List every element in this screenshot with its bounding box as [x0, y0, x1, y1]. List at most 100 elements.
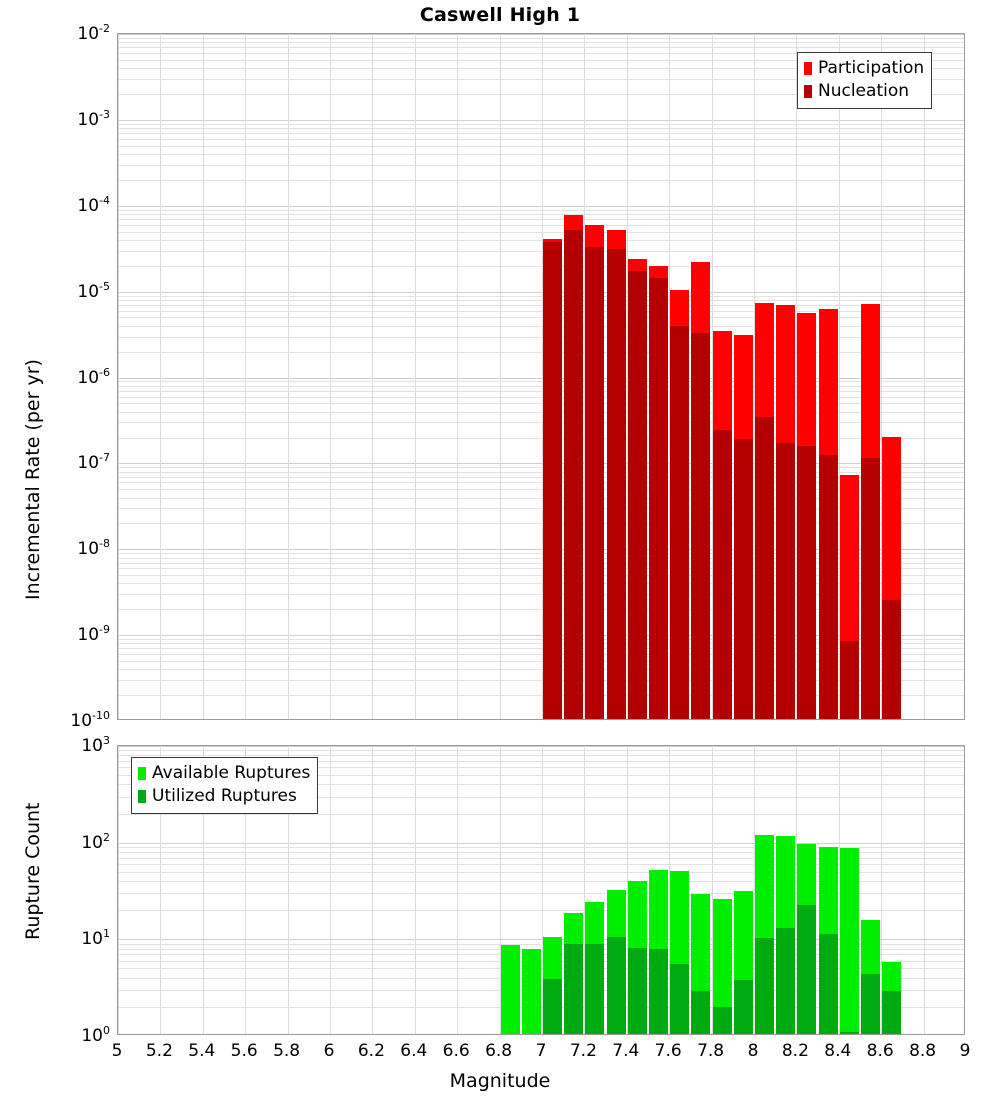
gridline-minor	[118, 326, 964, 327]
gridline-minor	[118, 438, 964, 439]
gridline-vertical	[839, 34, 840, 719]
x-axis-tick-label: 8.8	[909, 1041, 937, 1061]
gridline-vertical	[627, 746, 628, 1034]
gridline-minor	[118, 661, 964, 662]
legend-item-utilized-ruptures: Utilized Ruptures	[138, 785, 310, 808]
x-axis-tick-label: 8.4	[824, 1041, 852, 1061]
gridline-minor	[118, 814, 964, 815]
gridline-minor	[118, 910, 964, 911]
bar	[861, 974, 880, 1034]
gridline-vertical	[330, 746, 331, 1034]
gridline-vertical	[839, 746, 840, 1034]
gridline-minor	[118, 775, 964, 776]
gridline-minor	[118, 553, 964, 554]
gridline-vertical	[754, 746, 755, 1034]
gridline-minor	[118, 594, 964, 595]
gridline-minor	[118, 337, 964, 338]
y-axis-label-bottom: Rupture Count	[22, 802, 44, 941]
gridline-minor	[118, 482, 964, 483]
gridline-minor	[118, 219, 964, 220]
gridline-vertical	[796, 746, 797, 1034]
x-axis-tick-label: 6.2	[357, 1041, 385, 1061]
gridline-minor	[118, 38, 964, 39]
legend-label-utilized-ruptures: Utilized Ruptures	[152, 786, 297, 806]
gridline-minor	[118, 391, 964, 392]
gridline-minor	[118, 881, 964, 882]
x-axis-tick-label: 5.6	[230, 1041, 258, 1061]
gridline-vertical	[924, 34, 925, 719]
bar	[755, 938, 774, 1034]
bar	[840, 848, 859, 1034]
gridline-minor	[118, 761, 964, 762]
gridline-vertical	[245, 746, 246, 1034]
bar	[734, 439, 753, 719]
bar	[628, 271, 647, 719]
bar	[819, 455, 838, 719]
gridline-minor	[118, 523, 964, 524]
available-ruptures-swatch-icon	[138, 767, 146, 780]
gridline-minor	[118, 489, 964, 490]
x-axis-tick-label: 6.6	[442, 1041, 470, 1061]
gridline-minor	[118, 139, 964, 140]
legend-item-nucleation: Nucleation	[804, 80, 924, 103]
bar	[649, 949, 668, 1034]
bar	[501, 945, 520, 1034]
gridline-minor	[118, 42, 964, 43]
x-axis-tick-label: 6	[323, 1041, 335, 1061]
y-axis-tick-label: 10-9	[77, 623, 110, 645]
bar	[840, 641, 859, 719]
bar	[713, 1007, 732, 1034]
gridline-vertical	[203, 746, 204, 1034]
x-axis-tick-label: 6.4	[400, 1041, 428, 1061]
x-axis-tick-label: 9	[959, 1041, 971, 1061]
gridline-minor	[118, 583, 964, 584]
gridline-minor	[118, 305, 964, 306]
gridline-minor	[118, 1007, 964, 1008]
gridline-minor	[118, 477, 964, 478]
x-axis-tick-label: 7.8	[697, 1041, 725, 1061]
gridline-minor	[118, 643, 964, 644]
bar	[628, 948, 647, 1034]
x-axis-tick-label: 5.4	[188, 1041, 216, 1061]
gridline-minor	[118, 381, 964, 382]
x-axis-tick-label: 7.4	[612, 1041, 640, 1061]
x-axis-tick-label: 8.6	[866, 1041, 894, 1061]
gridline-major	[118, 378, 964, 379]
gridline-major	[118, 206, 964, 207]
gridline-major	[118, 292, 964, 293]
bar	[797, 905, 816, 1034]
rupture-count-panel	[117, 745, 965, 1035]
y-axis-tick-label: 10-3	[77, 108, 110, 130]
gridline-minor	[118, 864, 964, 865]
gridline-minor	[118, 240, 964, 241]
gridline-minor	[118, 648, 964, 649]
gridline-minor	[118, 847, 964, 848]
gridline-minor	[118, 296, 964, 297]
gridline-major	[118, 746, 964, 747]
gridline-vertical	[627, 34, 628, 719]
gridline-vertical	[288, 34, 289, 719]
bar	[819, 934, 838, 1034]
gridline-minor	[118, 467, 964, 468]
bar	[649, 278, 668, 719]
gridline-minor	[118, 568, 964, 569]
gridline-vertical	[457, 746, 458, 1034]
bar	[776, 443, 795, 719]
gridline-vertical	[712, 746, 713, 1034]
gridline-minor	[118, 386, 964, 387]
gridline-minor	[118, 563, 964, 564]
legend-label-nucleation: Nucleation	[818, 81, 910, 101]
gridline-minor	[118, 53, 964, 54]
gridline-minor	[118, 60, 964, 61]
y-axis-tick-label: 100	[81, 1024, 110, 1046]
bar	[776, 928, 795, 1034]
gridline-vertical	[881, 746, 882, 1034]
bar	[882, 991, 901, 1034]
gridline-minor	[118, 317, 964, 318]
gridline-vertical	[457, 34, 458, 719]
participation-swatch-icon	[804, 62, 812, 75]
gridline-vertical	[245, 34, 246, 719]
gridline-minor	[118, 893, 964, 894]
bar	[713, 899, 732, 1034]
